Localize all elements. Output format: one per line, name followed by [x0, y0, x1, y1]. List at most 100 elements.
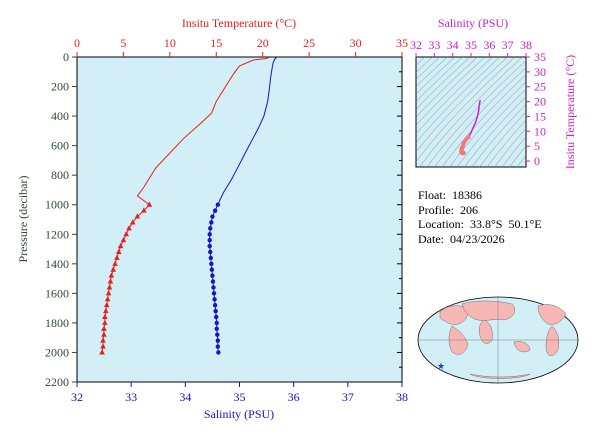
pressure-tick-label: 2200 [45, 375, 69, 389]
temperature-point [146, 201, 153, 207]
density-contours [416, 57, 526, 167]
pressure-tick-label: 0 [63, 50, 69, 64]
salinity-point [212, 208, 218, 213]
salinity-point [211, 291, 217, 296]
salinity-point [215, 332, 220, 337]
main-plot-background [76, 56, 403, 383]
float-info-panel: Float: 18386 Profile: 206 Location: 33.8… [418, 188, 542, 246]
temperature-point [104, 296, 111, 302]
temperature-point [105, 290, 112, 296]
salinity-axis: 32 33 34 35 36 37 38 [71, 382, 408, 404]
temperature-tick-label: 20 [257, 36, 269, 50]
ts-salinity-tick-label: 38 [520, 38, 532, 52]
location-value: 33.8°S 50.1°E [469, 217, 542, 231]
pressure-axis: 0 200 400 600 800 1000 1200 1400 1600 1800 2000 220… [45, 50, 402, 389]
salinity-point [209, 261, 214, 267]
temperature-point [110, 266, 117, 272]
temperature-point [101, 325, 107, 331]
salinity-axis-title: Salinity (PSU) [204, 407, 274, 421]
density-contour [456, 88, 526, 167]
salinity-point [215, 338, 221, 343]
ts-temperature-tick-label: 20 [534, 95, 546, 109]
density-contour [464, 96, 526, 167]
pressure-tick-label: 400 [51, 109, 69, 123]
ts-salinity-tick-label: 36 [483, 38, 495, 52]
temperature-tick-label: 0 [74, 36, 80, 50]
density-contour [524, 164, 526, 167]
temperature-point [99, 349, 105, 355]
main-plot: 0 5 10 15 20 25 30 35 32 33 34 35 36 37 38 0 200 400 600… [16, 16, 408, 421]
ts-inset-salinity-title: Salinity (PSU) [438, 16, 508, 30]
density-contour [494, 127, 526, 167]
profile-row: Profile: 206 [418, 203, 542, 218]
ts-inset-series [459, 99, 481, 156]
temperature-point [120, 236, 127, 243]
temperature-tick-label: 15 [210, 36, 222, 50]
profile-series [99, 57, 277, 355]
salinity-point [207, 232, 212, 237]
salinity-point [210, 279, 216, 284]
temperature-tick-label: 25 [303, 36, 315, 50]
ts-salinity-tick-label: 33 [428, 38, 440, 52]
temperature-point [112, 260, 118, 266]
ts-point [461, 150, 466, 156]
ts-salinity-tick-label: 32 [410, 38, 422, 52]
temperature-point [141, 207, 147, 213]
ts-temperature-tick-label: 25 [534, 80, 546, 94]
ts-point [466, 135, 471, 140]
temperature-point [107, 278, 114, 284]
temperature-point [106, 284, 113, 290]
density-contour [471, 103, 526, 167]
temperature-tick-label: 10 [164, 36, 176, 50]
salinity-point [208, 249, 213, 255]
pressure-tick-label: 1200 [45, 227, 69, 241]
salinity-point [213, 308, 218, 314]
temperature-point [115, 248, 122, 254]
salinity-tick-label: 34 [179, 390, 191, 404]
salinity-point [212, 297, 217, 302]
density-contour [509, 145, 526, 167]
salinity-point [214, 320, 219, 326]
ts-temperature-tick-label: 30 [534, 65, 546, 79]
salinity-point [208, 255, 213, 261]
salinity-tick-label: 35 [234, 390, 246, 404]
temperature-axis: 0 5 10 15 20 25 30 35 [74, 36, 408, 57]
map-land [439, 300, 567, 379]
temperature-point [101, 331, 107, 337]
ts-salinity-tick-label: 34 [447, 38, 459, 52]
profile-label: Profile: [418, 202, 454, 217]
location-map: ★ [417, 296, 579, 384]
location-row: Location: 33.8°S 50.1°E [418, 217, 542, 232]
salinity-point [215, 344, 221, 349]
salinity-tick-label: 32 [71, 390, 83, 404]
temperature-point [129, 219, 136, 225]
float-id-row: Float: 18386 [418, 188, 542, 203]
density-contour [416, 57, 508, 153]
ts-salinity-tick-label: 37 [502, 38, 514, 52]
map-graticule [418, 297, 578, 383]
pressure-tick-label: 1800 [45, 316, 69, 330]
pressure-tick-label: 200 [51, 80, 69, 94]
density-contour [434, 67, 526, 167]
density-contour [416, 57, 516, 163]
salinity-tick-label: 33 [125, 390, 137, 404]
temperature-point [103, 301, 110, 308]
date-row: Date: 04/23/2026 [418, 232, 542, 247]
pressure-tick-label: 1000 [45, 198, 69, 212]
pressure-tick-label: 800 [51, 168, 69, 182]
ts-inset-temperature-title: Insitu Temperature (°C) [563, 55, 577, 169]
salinity-point [215, 202, 221, 207]
salinity-point [208, 226, 213, 231]
salinity-tick-label: 38 [396, 390, 408, 404]
salinity-tick-label: 37 [342, 390, 354, 404]
temperature-axis-title: Insitu Temperature (°C) [182, 16, 296, 30]
salinity-point [210, 214, 215, 219]
temperature-point [134, 213, 141, 219]
density-contour [426, 60, 526, 167]
temperature-point [114, 254, 120, 260]
temperature-point [100, 343, 106, 349]
temperature-tick-label: 35 [396, 36, 408, 50]
